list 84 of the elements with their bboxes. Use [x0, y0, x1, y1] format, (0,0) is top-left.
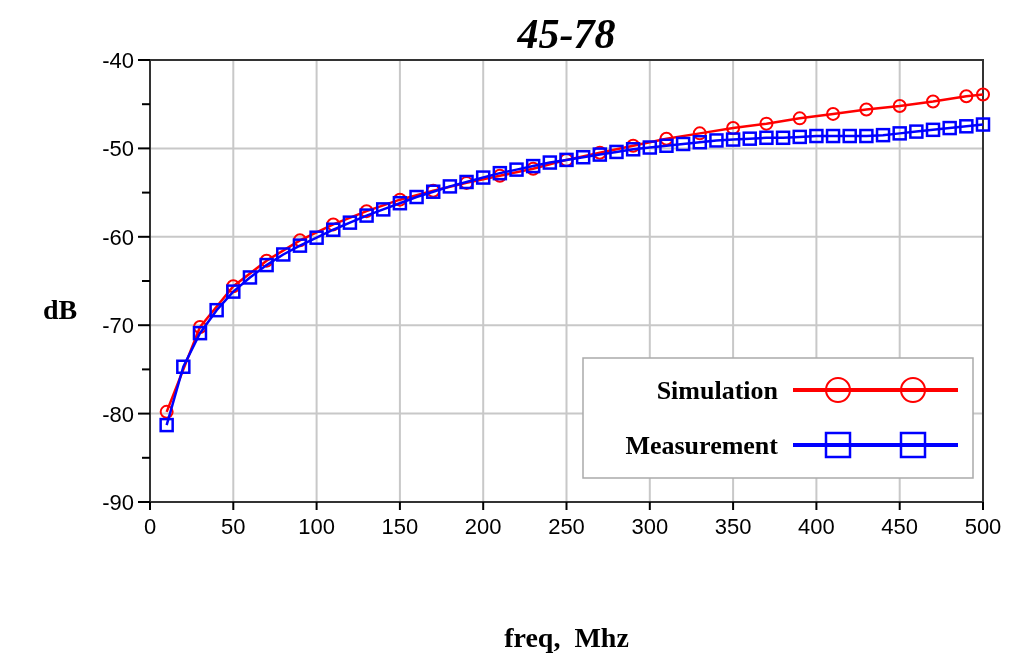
x-tick-label: 450	[881, 514, 919, 539]
point	[259, 253, 274, 268]
point	[692, 126, 707, 141]
y-tick-label: -40	[102, 48, 134, 73]
y-tick-label: -60	[102, 224, 134, 250]
point	[192, 319, 207, 334]
y-tick-label: -90	[102, 490, 134, 515]
point	[276, 247, 291, 262]
legend-label: Measurement	[625, 431, 779, 460]
x-tick-label: 350	[714, 514, 752, 539]
point	[159, 417, 174, 433]
point	[359, 204, 374, 219]
legend-label: Simulation	[656, 376, 779, 405]
point	[625, 142, 641, 157]
x-tick-label: 250	[548, 514, 585, 539]
point	[792, 129, 807, 145]
point	[942, 120, 957, 136]
x-tick-label: 100	[298, 514, 335, 539]
point	[909, 124, 924, 139]
point	[659, 138, 674, 153]
x-tick-label: 200	[464, 514, 502, 539]
point	[292, 233, 307, 248]
point	[926, 94, 941, 109]
point	[892, 98, 907, 113]
point	[859, 102, 874, 117]
point	[759, 116, 774, 131]
point	[609, 144, 624, 160]
point	[342, 215, 358, 230]
point	[159, 404, 174, 419]
x-tick-label: 300	[631, 514, 669, 539]
point	[375, 202, 391, 217]
point	[809, 128, 824, 144]
y-axis-title: dB	[42, 294, 78, 325]
point	[859, 128, 874, 144]
point	[709, 133, 724, 148]
point	[226, 279, 241, 294]
point	[392, 195, 408, 211]
point	[359, 208, 374, 223]
point	[959, 89, 974, 104]
point	[292, 238, 308, 253]
point	[792, 111, 807, 126]
point	[842, 128, 857, 144]
point	[209, 302, 224, 318]
point	[892, 126, 907, 141]
point	[925, 122, 941, 138]
point	[509, 162, 524, 177]
x-axis-title: freq, Mhz	[504, 622, 629, 653]
x-tick-label: 500	[964, 514, 1002, 539]
point	[626, 138, 641, 153]
point	[226, 284, 241, 299]
point	[259, 257, 274, 273]
point	[725, 132, 741, 147]
point	[975, 117, 991, 132]
point	[659, 131, 674, 146]
y-tick-label: -80	[102, 401, 134, 427]
point	[976, 87, 990, 102]
x-tick-label: 0	[143, 514, 157, 539]
chart-title: 45-78	[516, 11, 616, 57]
point	[875, 127, 891, 143]
point	[742, 131, 758, 146]
point	[675, 136, 691, 152]
x-tick-label: 50	[221, 514, 246, 539]
y-tick-label: -50	[102, 136, 134, 162]
x-tick-label: 400	[798, 514, 835, 539]
point	[542, 155, 558, 170]
point	[176, 359, 191, 374]
point	[575, 149, 591, 165]
point	[326, 217, 341, 232]
point	[825, 128, 841, 144]
point	[309, 230, 324, 245]
point	[775, 130, 791, 146]
point	[642, 140, 658, 155]
point	[475, 170, 491, 185]
point	[242, 270, 258, 285]
x-tick-label: 150	[381, 514, 419, 539]
point	[759, 130, 774, 146]
point	[409, 189, 424, 205]
point	[826, 106, 841, 121]
point	[959, 119, 974, 134]
point	[442, 179, 458, 194]
point	[692, 134, 708, 150]
point	[326, 222, 341, 237]
y-tick-label: -70	[102, 313, 134, 339]
point	[192, 325, 208, 341]
